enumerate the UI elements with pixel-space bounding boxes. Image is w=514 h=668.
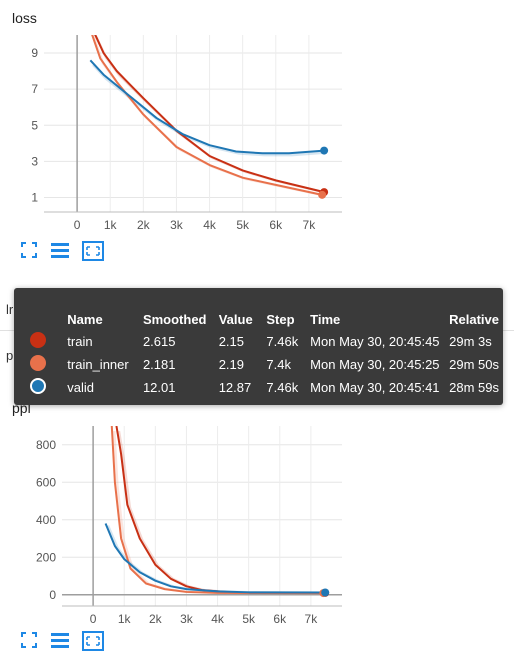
- tooltip-cell-relative: 28m 59s: [449, 380, 499, 395]
- x-tick-label: 5k: [236, 218, 250, 232]
- series-color-dot: [30, 378, 46, 394]
- tooltip-cell-value: 2.15: [218, 334, 245, 349]
- y-tick-label: 9: [31, 46, 38, 60]
- x-tick-label: 1k: [104, 218, 118, 232]
- series-lines: [89, 35, 328, 197]
- series-end-point-valid: [320, 146, 329, 155]
- tooltip-cell-step: 7.46k: [266, 334, 299, 349]
- tooltip-header-row: Name Smoothed Value Step Time Relative: [26, 308, 503, 330]
- plot-area: 0 200 400 600 800 0 1k 2k 3k 4k 5k 6k 7k: [36, 426, 342, 626]
- series-color-dot: [30, 355, 46, 371]
- series-line-train-inner: [110, 426, 324, 595]
- series-raw-train-inner: [91, 35, 326, 197]
- series-swatch: [26, 353, 63, 376]
- y-tick-label: 400: [36, 513, 56, 527]
- series-color-dot: [30, 332, 46, 348]
- series-swatch: [26, 376, 63, 399]
- tooltip-cell-time: Mon May 30, 20:45:25: [310, 357, 440, 372]
- series-raw-train: [117, 430, 328, 595]
- x-tick-label: 1k: [118, 612, 132, 626]
- y-tick-label: 600: [36, 475, 56, 489]
- series-end-point-train-inner: [318, 190, 327, 199]
- series-line-train: [94, 35, 325, 194]
- series-line-valid: [104, 523, 326, 594]
- series-raw-train: [95, 36, 328, 195]
- series-swatch: [26, 330, 63, 353]
- tooltip-cell-name: train_inner: [67, 357, 129, 372]
- x-tick-label: 2k: [137, 218, 151, 232]
- tooltip-cell-step: 7.46k: [266, 380, 299, 395]
- loss-chart[interactable]: 1 3 5 7 9 0 1k 2k 3k 4k 5k 6k 7k: [0, 0, 514, 240]
- list-icon[interactable]: [50, 241, 70, 261]
- fit-domain-icon[interactable]: [82, 631, 104, 651]
- fit-domain-icon[interactable]: [82, 241, 104, 261]
- ppl-chart-toolbar: [20, 631, 104, 651]
- y-tick-label: 7: [31, 82, 38, 96]
- x-tick-label: 3k: [170, 218, 184, 232]
- x-tick-label: 2k: [149, 612, 163, 626]
- tooltip-row-train-inner: train_inner 2.181 2.19 7.4k Mon May 30, 20:4…: [26, 353, 503, 376]
- tooltip-cell-name: train: [67, 334, 93, 349]
- plot-area: 1 3 5 7 9 0 1k 2k 3k 4k 5k 6k 7k: [31, 35, 342, 232]
- tooltip-row-train: train 2.615 2.15 7.46k Mon May 30, 20:45:45 2…: [26, 330, 503, 353]
- series-line-train: [115, 426, 326, 594]
- tooltip-cell-relative: 29m 50s: [449, 357, 499, 372]
- x-tick-label: 0: [74, 218, 81, 232]
- tooltip-cell-value: 2.19: [218, 357, 245, 372]
- series-line-train-inner: [91, 35, 323, 196]
- x-tick-label: 6k: [273, 612, 287, 626]
- x-tick-label: 5k: [242, 612, 256, 626]
- tooltip-cell-time: Mon May 30, 20:45:41: [310, 380, 440, 395]
- x-tick-label: 4k: [211, 612, 225, 626]
- y-tick-label: 3: [31, 154, 38, 168]
- x-tick-label: 0: [90, 612, 97, 626]
- tooltip-cell-smoothed: 2.181: [142, 357, 176, 372]
- tooltip-header-value: Value: [218, 311, 253, 327]
- ppl-chart[interactable]: 0 200 400 600 800 0 1k 2k 3k 4k 5k 6k 7k: [0, 410, 514, 630]
- lr-section-label: lr: [6, 302, 14, 317]
- tooltip-row-valid: valid 12.01 12.87 7.46k Mon May 30, 20:45:41…: [26, 376, 503, 399]
- y-tick-label: 200: [36, 550, 56, 564]
- y-tick-label: 1: [31, 191, 38, 205]
- x-tick-label: 3k: [180, 612, 194, 626]
- tooltip-header-swatch: [26, 308, 63, 330]
- tooltip-cell-smoothed: 12.01: [142, 380, 176, 395]
- series-raw-train-inner: [113, 430, 326, 595]
- tooltip-cell-value: 12.87: [218, 380, 252, 395]
- tooltip-header-time: Time: [310, 311, 341, 327]
- y-tick-label: 0: [49, 588, 56, 602]
- tooltip-table: Name Smoothed Value Step Time Relative t…: [26, 308, 503, 399]
- list-icon[interactable]: [50, 631, 70, 651]
- x-tick-label: 7k: [303, 218, 317, 232]
- y-tick-label: 800: [36, 438, 56, 452]
- loss-chart-toolbar: [20, 241, 104, 261]
- series-end-point-valid: [321, 588, 330, 597]
- tooltip-cell-time: Mon May 30, 20:45:45: [310, 334, 440, 349]
- tooltip-cell-name: valid: [67, 380, 95, 395]
- x-tick-label: 4k: [203, 218, 217, 232]
- tooltip-header-smoothed: Smoothed: [142, 311, 207, 327]
- series-lines: [104, 426, 328, 595]
- tooltip-header-step: Step: [266, 311, 295, 327]
- fullscreen-icon[interactable]: [20, 241, 38, 261]
- data-tooltip: Name Smoothed Value Step Time Relative t…: [14, 288, 503, 405]
- fullscreen-icon[interactable]: [20, 631, 38, 651]
- tooltip-cell-smoothed: 2.615: [142, 334, 176, 349]
- tooltip-cell-relative: 29m 3s: [449, 334, 492, 349]
- series-raw-valid: [92, 64, 327, 157]
- y-tick-label: 5: [31, 118, 38, 132]
- x-tick-label: 7k: [305, 612, 319, 626]
- x-tick-label: 6k: [269, 218, 283, 232]
- tooltip-cell-step: 7.4k: [266, 357, 291, 372]
- tooltip-header-relative: Relative: [449, 311, 499, 327]
- loss-chart-title: loss: [12, 10, 37, 26]
- tooltip-header-name: Name: [67, 311, 103, 327]
- series-line-valid: [89, 59, 325, 155]
